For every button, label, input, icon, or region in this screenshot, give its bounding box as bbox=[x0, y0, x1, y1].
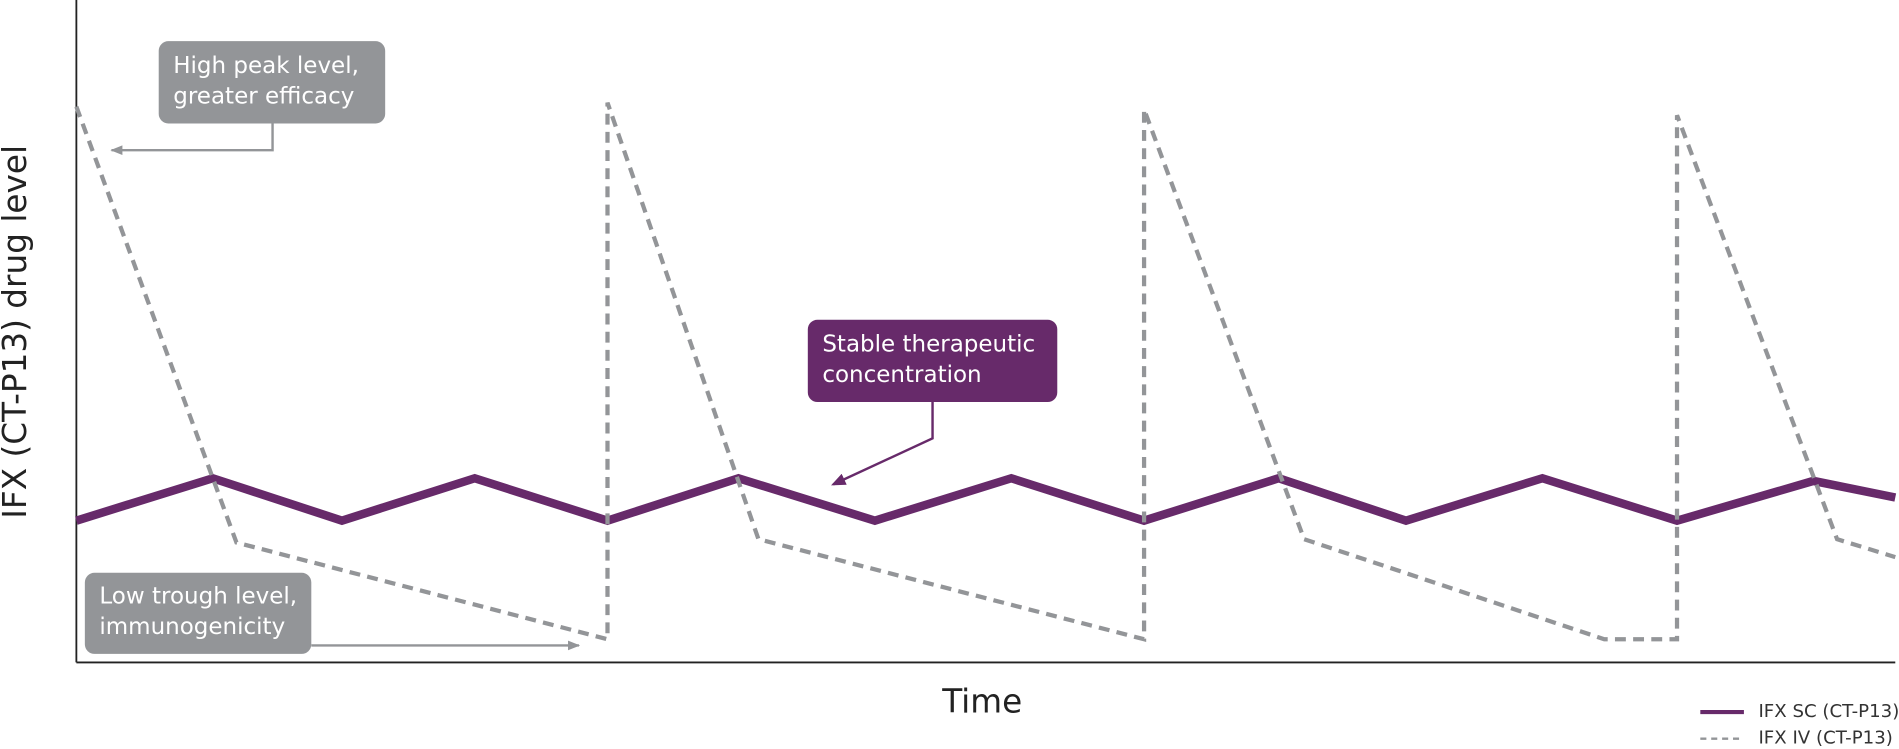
annotation-text: immunogenicity bbox=[99, 614, 285, 640]
annotation-text: High peak level, bbox=[173, 53, 359, 79]
annotation-box bbox=[158, 41, 386, 124]
annotation-arrow bbox=[110, 123, 274, 156]
y-axis-title: IFX (CT-P13) drug level bbox=[0, 145, 34, 519]
annotation-text: Stable therapeutic bbox=[822, 332, 1035, 358]
annotation-text: greater efficacy bbox=[173, 83, 354, 109]
annotation-text: Low trough level, bbox=[99, 584, 297, 610]
annotation-box bbox=[807, 319, 1058, 403]
annotation-text: concentration bbox=[822, 362, 981, 388]
legend-label: IFX SC (CT-P13) bbox=[1758, 701, 1899, 722]
series-line bbox=[75, 473, 1897, 526]
annotation-box bbox=[84, 572, 312, 654]
plot bbox=[74, 101, 1897, 642]
annotation-arrow bbox=[831, 402, 934, 486]
series-line bbox=[74, 101, 1896, 642]
legend-label: IFX IV (CT-P13) bbox=[1758, 728, 1892, 749]
x-axis-title: Time bbox=[941, 683, 1022, 721]
